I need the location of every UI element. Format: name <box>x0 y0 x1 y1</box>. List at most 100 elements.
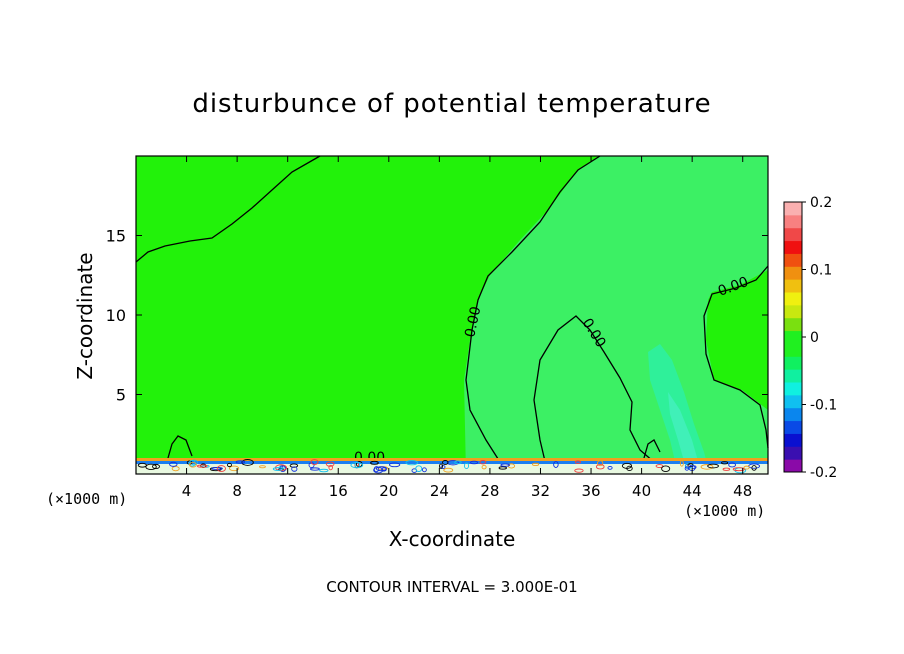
surface-eddy <box>443 467 454 473</box>
surface-eddy <box>728 462 737 468</box>
contour-line-lower-middle <box>533 315 655 475</box>
surface-eddy <box>381 467 387 472</box>
surface-eddy <box>152 463 160 470</box>
colorbar-swatch <box>784 253 802 267</box>
colorbar <box>783 201 806 473</box>
surface-eddy <box>350 462 364 469</box>
x-tick-labels: 4 8 12 16 20 24 28 32 36 40 44 48 <box>182 482 752 500</box>
colorbar-swatch <box>784 227 802 242</box>
colorbar-tick-label: -0.2 <box>810 465 837 481</box>
surface-eddy <box>421 467 427 473</box>
colorbar-tick-label: 0.1 <box>810 263 832 279</box>
x-tick-marks <box>186 156 744 474</box>
surface-eddy <box>319 468 329 473</box>
surface-eddy <box>596 460 604 467</box>
surface-eddy <box>169 461 178 467</box>
surface-eddy <box>235 460 246 464</box>
surface-eddy <box>470 460 479 465</box>
colorbar-swatch <box>784 304 802 319</box>
contour-line-right <box>703 265 769 449</box>
colorbar-swatch <box>784 394 802 409</box>
contour-line-middle <box>465 155 601 475</box>
surface-eddy <box>196 464 208 468</box>
contour-line-upper-left <box>135 155 321 263</box>
surface-eddy <box>325 461 335 467</box>
surface-eddy <box>498 466 507 470</box>
surface-eddy <box>574 460 581 464</box>
colorbar-swatch <box>784 382 802 396</box>
y-tick-label: 15 <box>106 227 126 246</box>
colorbar-swatch <box>784 214 802 229</box>
surface-eddy <box>373 466 380 473</box>
surface-eddy <box>464 462 469 470</box>
colorbar-tick-label: -0.1 <box>810 398 837 414</box>
x-tick-label: 48 <box>733 482 752 500</box>
surface-eddy <box>454 460 462 465</box>
surface-eddy <box>289 463 299 468</box>
surface-eddy <box>439 463 443 469</box>
x-tick-label: 24 <box>430 482 449 500</box>
colorbar-swatch <box>784 202 802 216</box>
colorbar-swatch <box>784 369 802 383</box>
contour-region-plume-core <box>668 392 700 468</box>
surface-eddy <box>328 464 333 471</box>
surface-eddy <box>415 465 423 472</box>
surface-eddy <box>500 463 510 467</box>
surface-eddy <box>751 465 757 471</box>
surface-eddy <box>145 463 157 470</box>
surface-eddy <box>607 465 613 470</box>
x-tick-label: 36 <box>581 482 600 500</box>
chart-title: disturbunce of potential temperature <box>192 89 711 119</box>
colorbar-tick-labels: 0.2 0.1 0 -0.1 -0.2 <box>810 195 837 481</box>
surface-eddy <box>310 467 320 471</box>
colorbar-tick-label: 0.2 <box>810 195 832 211</box>
surface-eddy <box>440 465 446 469</box>
surface-eddy <box>189 461 197 468</box>
surface-eddy <box>171 466 180 472</box>
surface-band-orange <box>136 458 768 461</box>
x-tick-label: 44 <box>683 482 702 500</box>
surface-eddy <box>687 463 694 468</box>
colorbar-swatch <box>784 292 802 306</box>
contour-line-bump-right <box>643 439 661 459</box>
surface-eddy <box>479 460 487 465</box>
y-tick-labels: 5 10 15 <box>106 227 126 405</box>
colorbar-swatch <box>784 446 802 460</box>
x-unit-right: (×1000 m) <box>684 502 765 520</box>
surface-eddy <box>241 459 254 466</box>
contour-region-negative-lower <box>534 318 656 474</box>
surface-eddy <box>442 460 449 465</box>
x-tick-label: 28 <box>480 482 499 500</box>
colorbar-swatch <box>784 317 802 332</box>
surface-eddy <box>732 467 745 472</box>
colorbar-swatch <box>784 420 802 434</box>
surface-eddy <box>722 467 731 471</box>
surface-eddy <box>679 460 684 467</box>
surface-eddy <box>228 465 240 472</box>
colorbar-swatch <box>784 433 802 447</box>
contour-lines <box>135 155 769 475</box>
surface-eddy <box>621 462 633 469</box>
surface-eddy <box>532 462 540 467</box>
surface-eddy <box>707 463 719 469</box>
y-tick-marks <box>136 235 768 395</box>
colorbar-swatch <box>784 343 802 357</box>
colorbar-swatch <box>784 330 802 344</box>
surface-eddy <box>405 460 419 466</box>
surface-eddy <box>227 462 232 468</box>
contour-line-bump-left <box>167 435 193 459</box>
surface-band-blue <box>136 461 768 464</box>
colorbar-swatch <box>784 279 802 293</box>
colorbar-swatch <box>784 407 802 422</box>
x-tick-label: 8 <box>232 482 242 500</box>
surface-eddy <box>481 464 487 470</box>
x-tick-label: 16 <box>329 482 348 500</box>
colorbar-tick-label: 0 <box>810 330 819 346</box>
x-tick-label: 32 <box>531 482 550 500</box>
surface-eddy <box>259 465 266 469</box>
surface-layer <box>136 458 768 474</box>
surface-eddy <box>272 467 283 471</box>
colorbar-swatch <box>784 356 802 370</box>
surface-eddy <box>279 465 287 472</box>
